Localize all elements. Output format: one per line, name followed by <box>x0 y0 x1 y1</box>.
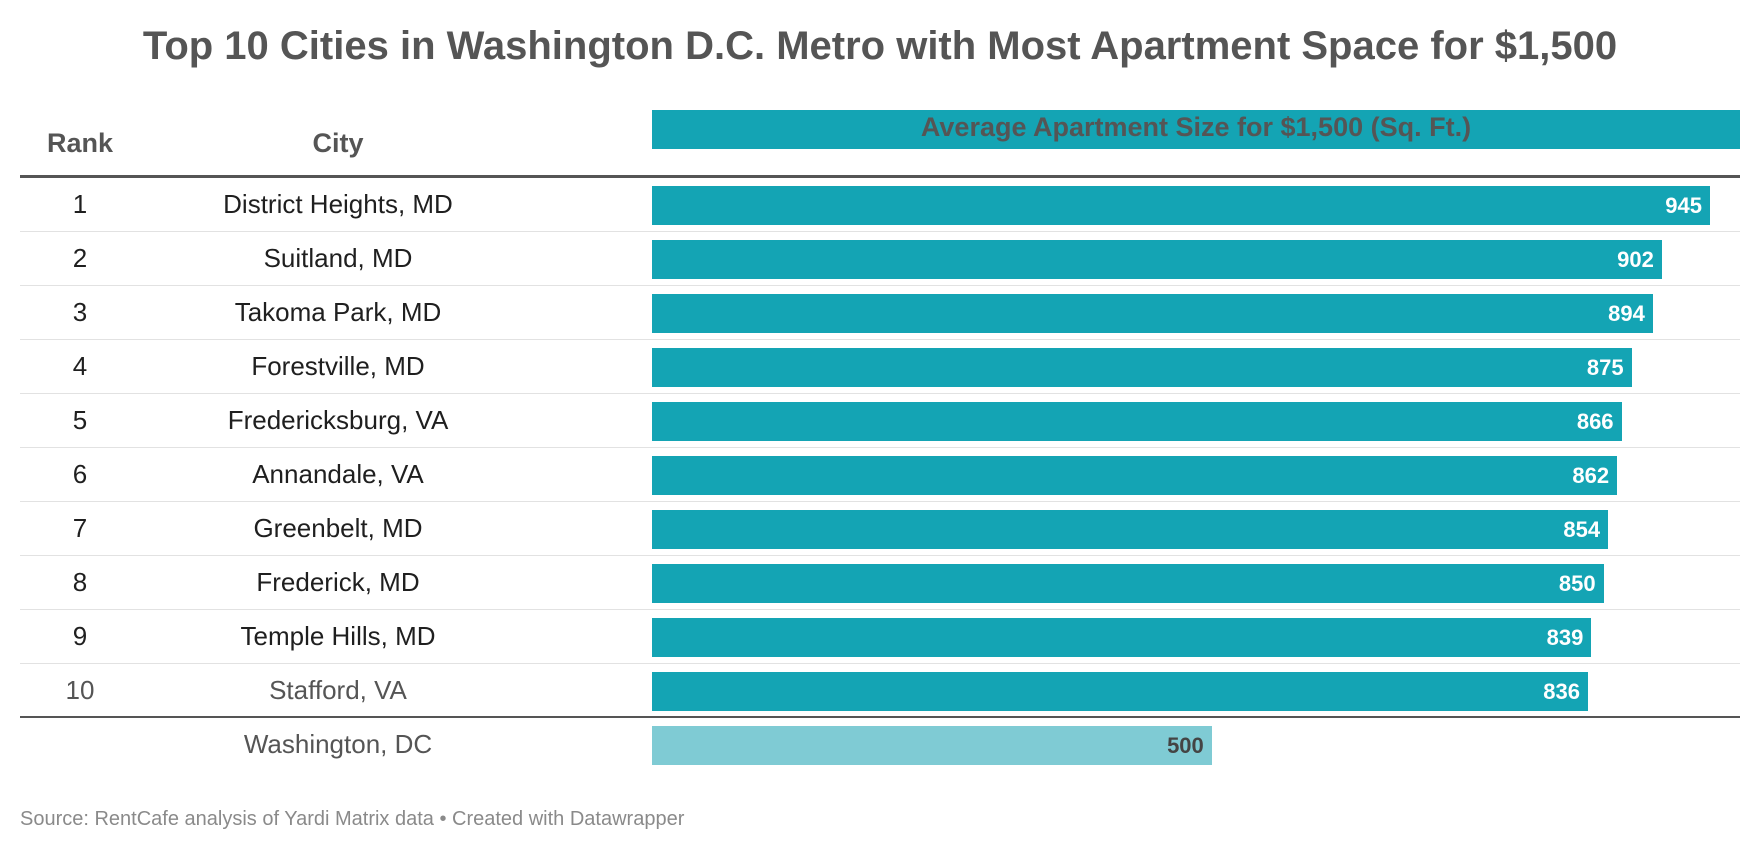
bar: 875 <box>652 348 1632 387</box>
city-cell: Annandale, VA <box>252 459 424 489</box>
bar-value-label: 875 <box>1586 355 1624 380</box>
table-row: 9 Temple Hills, MD 839 <box>20 610 1740 664</box>
rank-cell: 8 <box>72 567 88 597</box>
city-cell: Takoma Park, MD <box>234 297 442 327</box>
city-cell: Stafford, VA <box>269 675 407 705</box>
bar: 854 <box>652 510 1609 549</box>
bar-cell: 500 <box>652 726 1740 765</box>
table-header: Rank City Average Apartment Size for $1,… <box>20 110 1740 178</box>
bar-value-label: 839 <box>1546 625 1584 650</box>
bar-cell: 850 <box>652 564 1740 603</box>
rank-column-header[interactable]: Rank <box>46 128 114 158</box>
table-row: 7 Greenbelt, MD 854 <box>20 502 1740 556</box>
value-column-header[interactable]: Average Apartment Size for $1,500 (Sq. F… <box>652 110 1740 149</box>
bar-cell: 902 <box>652 240 1740 279</box>
bar: 850 <box>652 564 1604 603</box>
rank-cell: 1 <box>72 189 88 219</box>
city-cell: Fredericksburg, VA <box>227 405 449 435</box>
bar: 894 <box>652 294 1653 333</box>
bar-value-label: 862 <box>1572 463 1610 488</box>
bar-value-label: 945 <box>1665 193 1702 218</box>
table-row: 8 Frederick, MD 850 <box>20 556 1740 610</box>
city-cell: Greenbelt, MD <box>253 513 423 543</box>
city-cell: Forestville, MD <box>251 351 425 381</box>
bar-value-label: 866 <box>1576 409 1614 434</box>
table-row: 4 Forestville, MD 875 <box>20 340 1740 394</box>
bar-cell: 945 <box>652 186 1740 225</box>
city-cell: District Heights, MD <box>223 189 453 219</box>
rank-cell <box>20 718 140 771</box>
city-cell: Frederick, MD <box>256 567 420 597</box>
bar: 839 <box>652 618 1592 657</box>
chart-title: Top 10 Cities in Washington D.C. Metro w… <box>142 24 1618 68</box>
rank-cell: 3 <box>72 297 88 327</box>
bar-cell: 866 <box>652 402 1740 441</box>
bar: 866 <box>652 402 1622 441</box>
table-row: 10 Stafford, VA 836 <box>20 664 1740 718</box>
bar-value-label: 836 <box>1543 679 1580 704</box>
bar: 945 <box>652 186 1710 225</box>
bar-cell: 836 <box>652 672 1740 711</box>
city-cell: Washington, DC <box>243 729 433 759</box>
city-cell: Suitland, MD <box>263 243 413 273</box>
bar-value-label: 850 <box>1558 571 1596 596</box>
bar-cell: 894 <box>652 294 1740 333</box>
rank-cell: 9 <box>72 621 88 651</box>
city-cell: Temple Hills, MD <box>240 621 436 651</box>
rank-cell: 10 <box>65 675 95 705</box>
table-row: 3 Takoma Park, MD 894 <box>20 286 1740 340</box>
bar-value-label: 902 <box>1617 247 1654 272</box>
bar: 862 <box>652 456 1618 495</box>
rank-cell: 6 <box>72 459 88 489</box>
table-row: 6 Annandale, VA 862 <box>20 448 1740 502</box>
rank-cell: 5 <box>72 405 88 435</box>
source-note: Source: RentCafe analysis of Yardi Matri… <box>20 808 685 830</box>
reference-row: Washington, DC 500 <box>20 718 1740 772</box>
table-row: 5 Fredericksburg, VA 866 <box>20 394 1740 448</box>
bar-value-label: 500 <box>1167 733 1204 758</box>
bar-value-label: 894 <box>1608 301 1645 326</box>
rank-cell: 7 <box>72 513 88 543</box>
reference-bar: 500 <box>652 726 1212 765</box>
table-body: 1 District Heights, MD 945 2 Suitland, MD 902… <box>20 178 1740 772</box>
city-column-header[interactable]: City <box>312 128 364 158</box>
bar-value-label: 854 <box>1563 517 1601 542</box>
bar-cell: 862 <box>652 456 1740 495</box>
bar-cell: 839 <box>652 618 1740 657</box>
bar-cell: 875 <box>652 348 1740 387</box>
rank-cell: 2 <box>72 243 88 273</box>
bar: 902 <box>652 240 1662 279</box>
table-row: 2 Suitland, MD 902 <box>20 232 1740 286</box>
bar-cell: 854 <box>652 510 1740 549</box>
table-row: 1 District Heights, MD 945 <box>20 178 1740 232</box>
rank-cell: 4 <box>72 351 88 381</box>
bar: 836 <box>652 672 1588 711</box>
